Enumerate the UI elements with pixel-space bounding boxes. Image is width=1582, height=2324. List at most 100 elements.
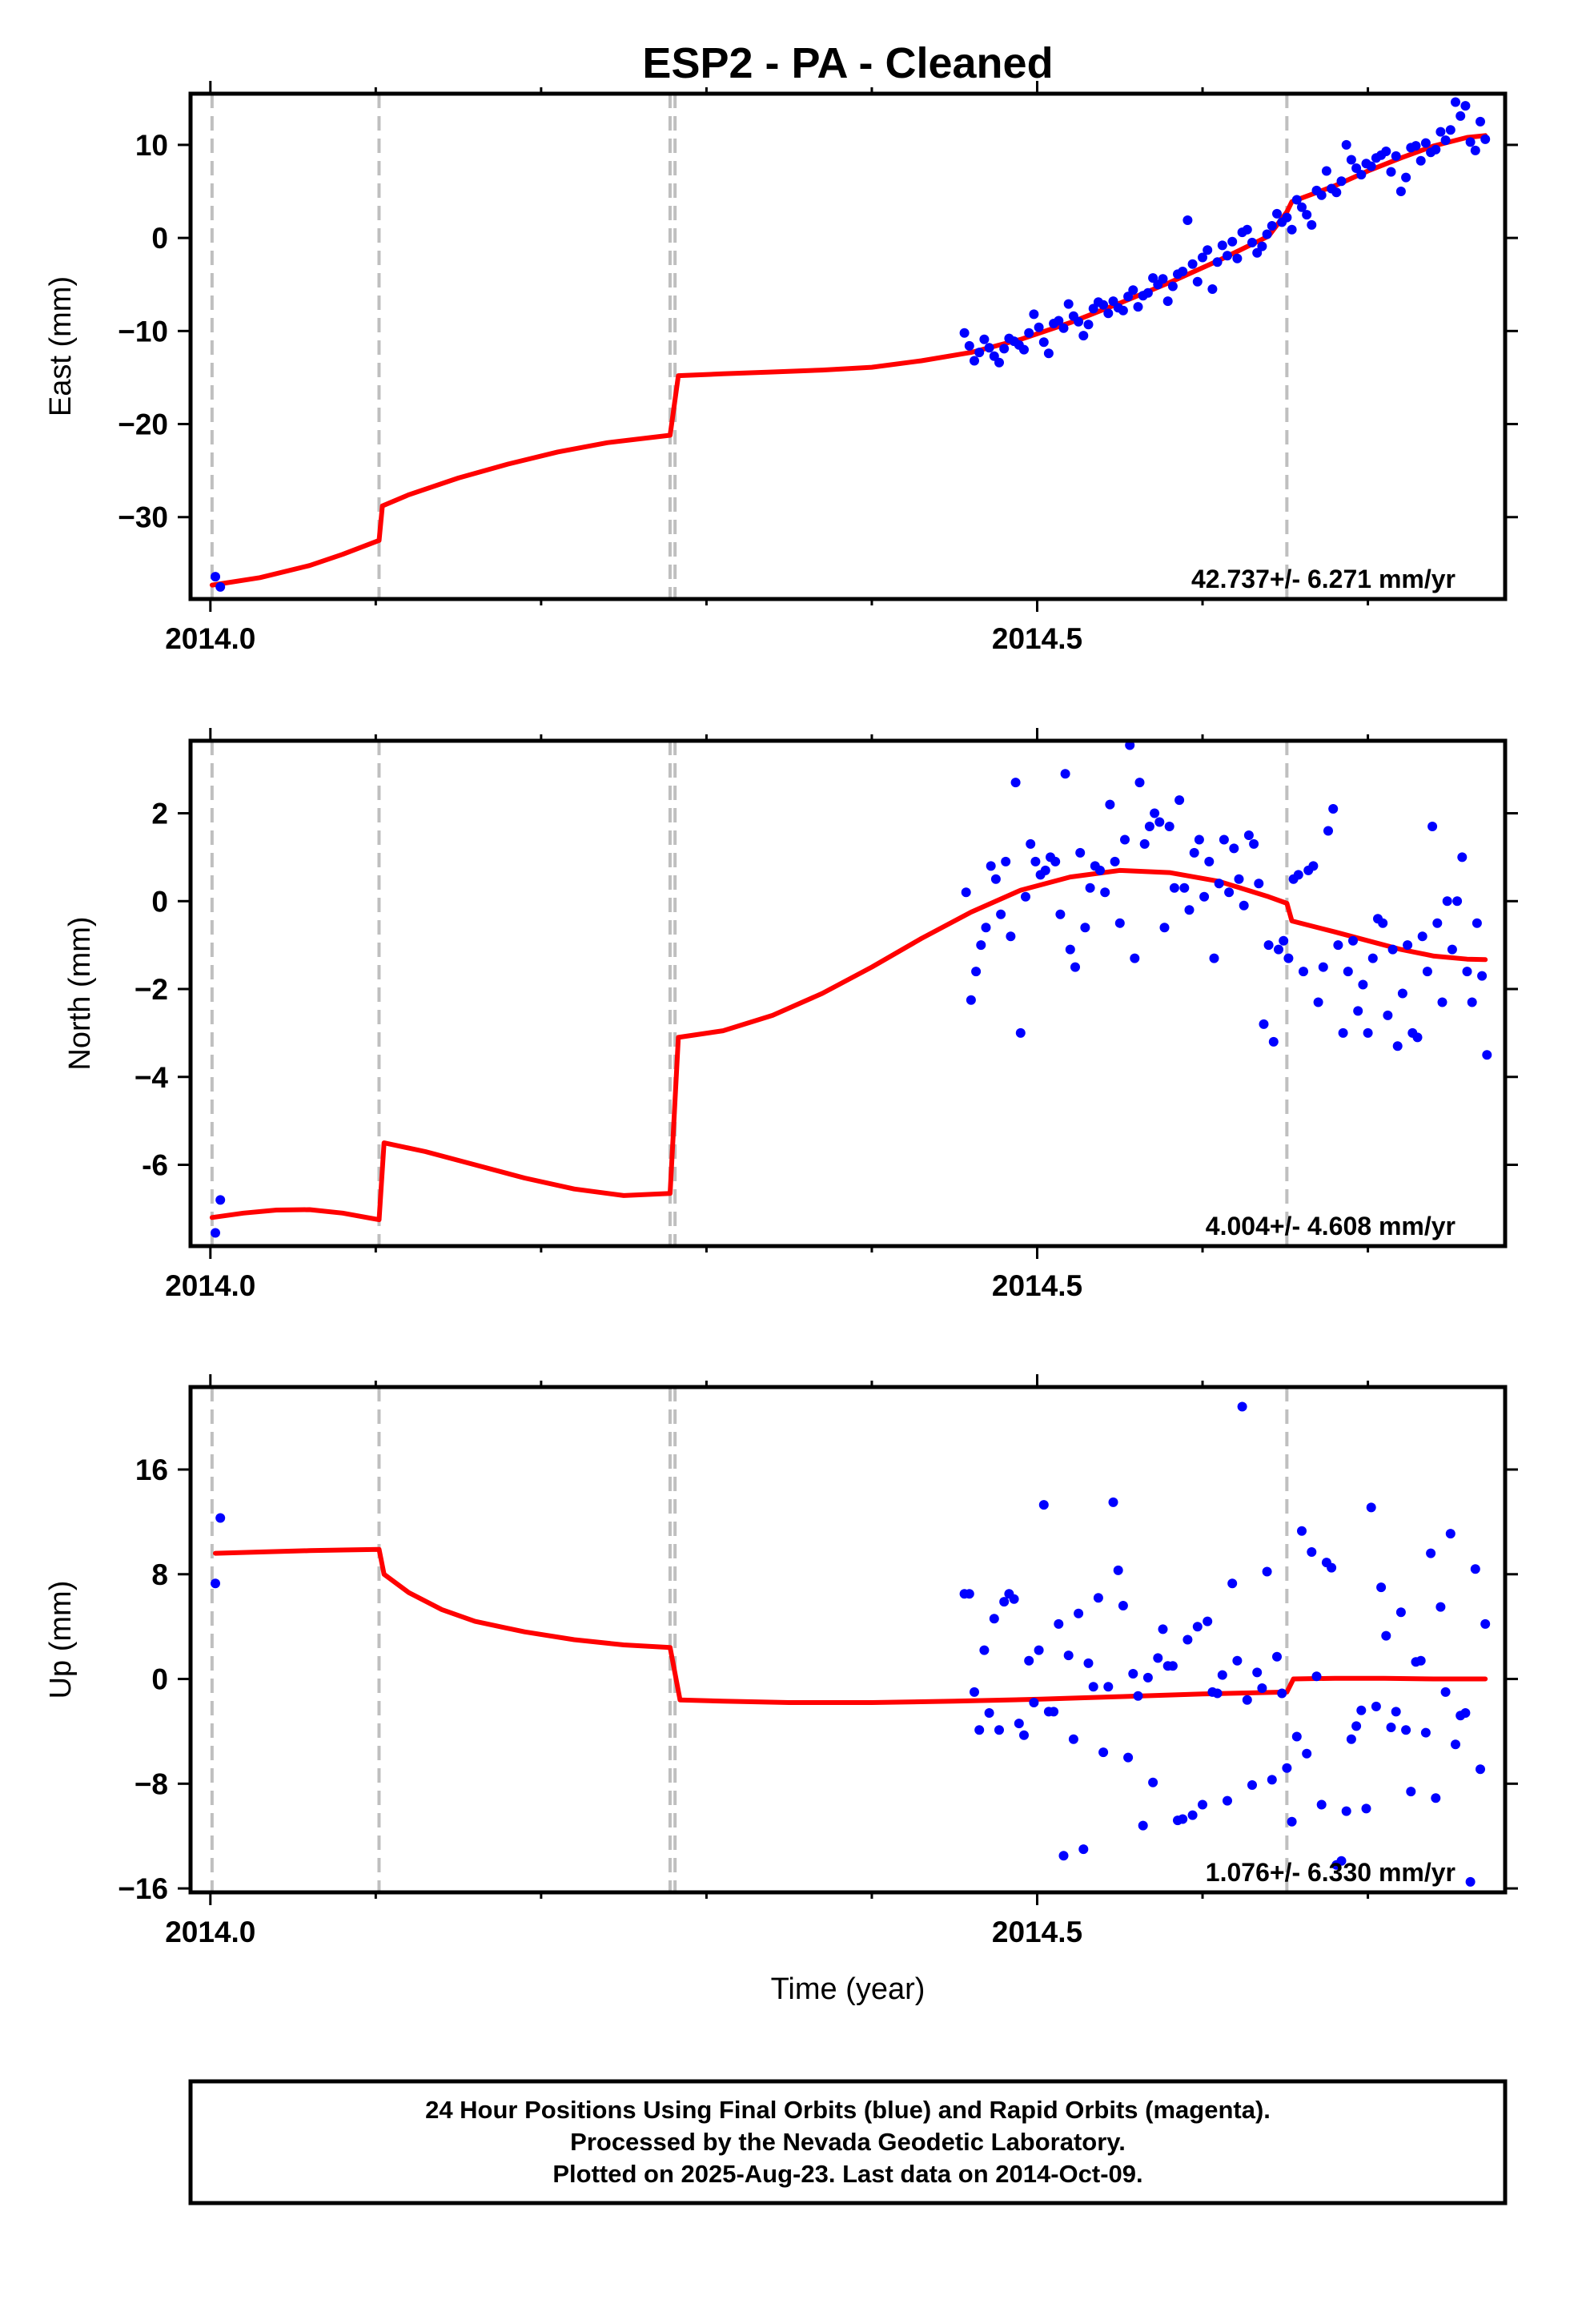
data-point <box>1451 97 1460 107</box>
data-point <box>1070 962 1080 972</box>
data-point <box>1268 1036 1279 1047</box>
data-point <box>1074 316 1084 327</box>
data-point <box>1118 1601 1128 1610</box>
data-point <box>1065 944 1075 955</box>
data-point <box>1105 799 1115 810</box>
data-point <box>1187 1810 1198 1820</box>
data-point <box>1078 1844 1089 1855</box>
data-point <box>1336 1856 1347 1866</box>
y-tick-label: 0 <box>151 1663 168 1696</box>
data-point <box>1435 1602 1446 1612</box>
data-point <box>211 1228 220 1238</box>
data-point <box>1058 1851 1069 1861</box>
data-point <box>1019 344 1029 355</box>
data-point <box>1153 1653 1163 1663</box>
data-point <box>1386 1723 1396 1732</box>
data-point <box>1411 141 1421 151</box>
data-point <box>1207 284 1218 294</box>
data-point <box>1058 323 1069 333</box>
data-point <box>1287 224 1297 235</box>
data-point <box>999 344 1010 354</box>
data-point <box>1363 1027 1373 1038</box>
data-point <box>1465 137 1476 147</box>
data-point <box>1457 852 1468 862</box>
data-point <box>1223 251 1232 261</box>
data-point <box>1420 1727 1431 1738</box>
plot-frame <box>188 91 1508 601</box>
data-point <box>1038 1500 1049 1510</box>
data-point <box>1254 879 1264 889</box>
data-point <box>1198 252 1207 263</box>
data-point <box>1043 348 1054 359</box>
data-point <box>1232 253 1243 263</box>
data-point <box>1026 838 1036 849</box>
data-point <box>1447 944 1457 955</box>
data-point <box>1293 870 1303 880</box>
data-point <box>1038 337 1049 348</box>
data-point <box>1415 155 1426 166</box>
footer-box: 24 Hour Positions Using Final Orbits (bl… <box>188 2079 1508 2205</box>
x-axis-label: Time (year) <box>771 1972 926 2006</box>
data-point <box>1120 834 1130 845</box>
data-point <box>989 1614 999 1624</box>
data-point <box>996 909 1006 919</box>
data-point <box>1114 918 1125 928</box>
data-point <box>1267 1775 1277 1785</box>
data-point <box>1361 1803 1371 1814</box>
data-point <box>1403 940 1413 951</box>
model-line <box>213 1546 1488 1705</box>
data-point <box>1167 281 1178 292</box>
data-point <box>1431 1793 1441 1803</box>
y-axis-label: East (mm) <box>44 276 78 416</box>
data-point <box>1219 834 1229 845</box>
data-point <box>1169 883 1179 893</box>
data-point <box>961 887 971 898</box>
data-point <box>1139 838 1150 849</box>
data-point <box>1462 967 1472 977</box>
data-point <box>1108 296 1118 307</box>
data-point <box>1308 861 1319 871</box>
data-point <box>1247 1780 1257 1790</box>
data-point <box>1217 1670 1227 1680</box>
footer-line-3: Plotted on 2025-Aug-23. Last data on 201… <box>552 2160 1142 2188</box>
data-point <box>1100 887 1110 898</box>
data-point <box>1371 1701 1381 1711</box>
plot-frame <box>188 738 1508 1248</box>
data-point <box>1125 741 1135 750</box>
data-point <box>1366 161 1376 171</box>
data-point <box>1123 1752 1134 1763</box>
data-point <box>1110 856 1120 866</box>
data-point <box>1432 918 1443 928</box>
data-point <box>971 967 982 977</box>
y-tick-label: −16 <box>118 1872 168 1905</box>
data-point <box>999 1597 1010 1607</box>
data-point <box>215 1513 226 1523</box>
data-point <box>1279 935 1289 946</box>
data-point <box>1343 967 1353 977</box>
data-point <box>1040 865 1050 875</box>
data-point <box>1055 909 1066 919</box>
data-point <box>1098 1747 1109 1758</box>
data-point <box>1194 834 1204 845</box>
data-point <box>1178 267 1188 276</box>
data-point <box>211 572 220 582</box>
data-point <box>1299 967 1308 977</box>
data-point <box>1217 240 1227 251</box>
plot-area <box>209 741 1492 1246</box>
data-point <box>1209 953 1219 963</box>
data-point <box>970 356 979 366</box>
data-point <box>1391 151 1401 161</box>
data-point <box>1148 1777 1158 1787</box>
data-point <box>1080 923 1090 933</box>
y-tick-label: −8 <box>135 1767 168 1800</box>
data-point <box>1068 1734 1078 1744</box>
data-point <box>1227 236 1238 247</box>
data-point <box>1263 940 1274 951</box>
data-point <box>1179 883 1190 893</box>
data-point <box>974 1725 985 1735</box>
data-point <box>1158 274 1168 284</box>
data-point <box>215 1195 226 1205</box>
data-point <box>215 581 226 592</box>
data-point <box>1074 1608 1084 1618</box>
